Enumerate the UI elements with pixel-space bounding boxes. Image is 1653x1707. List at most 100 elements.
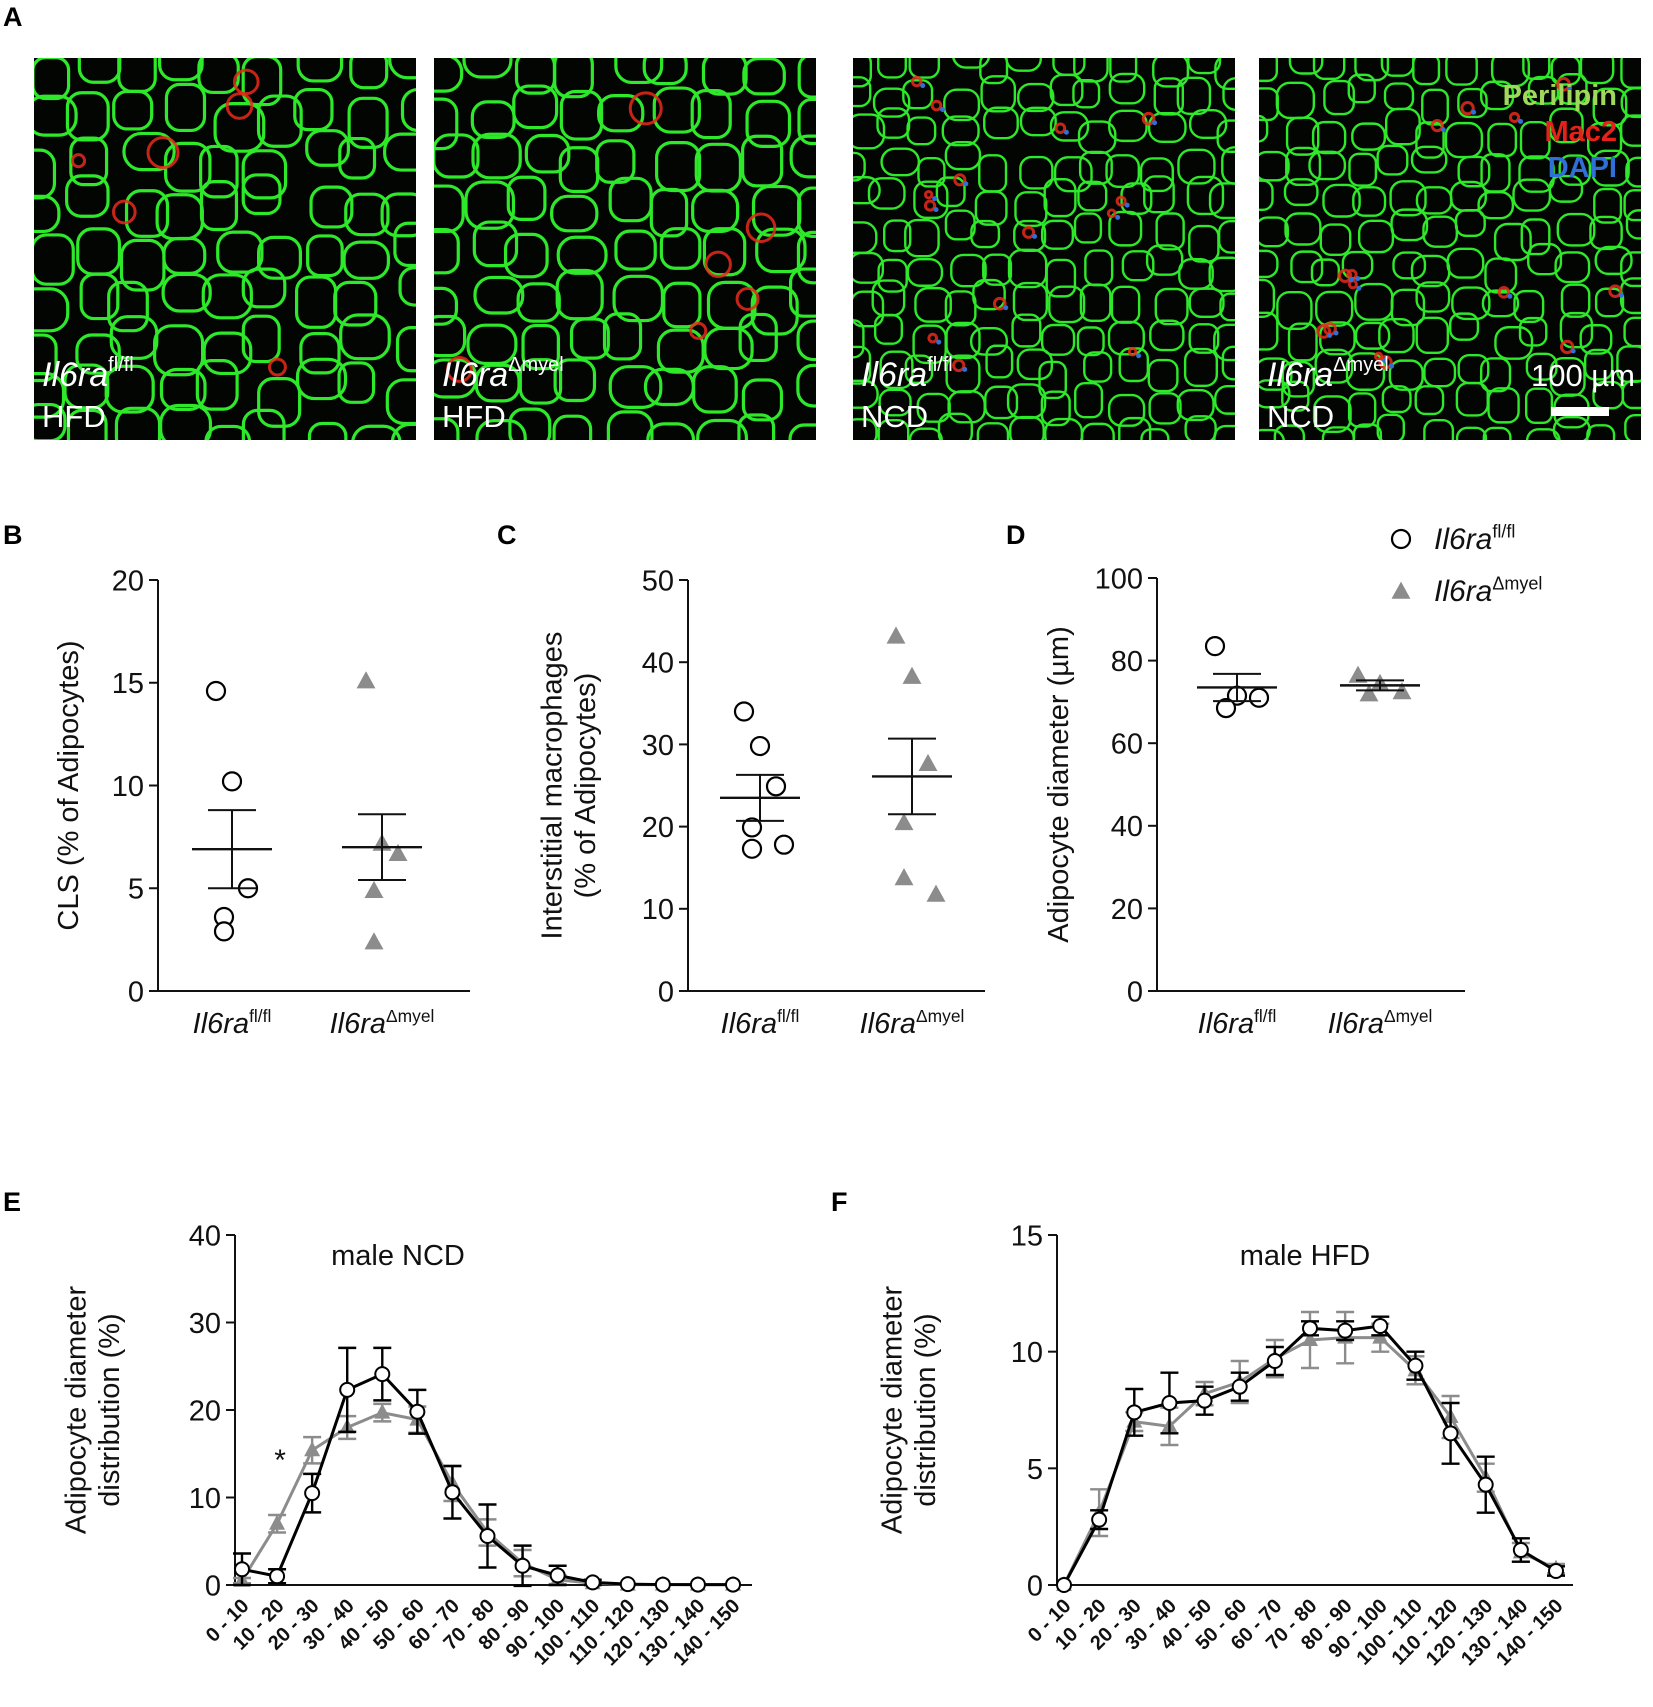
y-tick-label: 10 [1011,1337,1043,1369]
data-point [356,671,376,689]
chart-distribution-hfd: 0 5 10 15 Adipocyte diameter distribution (%)… [876,1220,1573,1670]
data-point [269,1514,286,1530]
chart-cls: 0 5 10 15 20 CLS (% of Adipocytes) Il6rafl/fl I… [53,565,470,1040]
y-tick-label: 30 [189,1308,221,1340]
y-tick-label: 20 [1111,894,1143,926]
y-tick-label: 20 [189,1395,221,1427]
stain-legend: Perilipin Mac2 DAPI [1503,78,1617,186]
y-tick-label: 5 [1027,1454,1043,1486]
data-point [725,1576,741,1593]
adipocyte-image [34,58,416,440]
y-tick-label: 5 [128,874,144,906]
y-tick-label: 20 [642,812,674,844]
data-point [1477,1476,1494,1493]
x-category-label: Il6rafl/fl [193,1006,272,1040]
data-point [741,838,763,859]
data-point [1056,1577,1072,1593]
y-tick-label: 40 [189,1220,221,1252]
y-tick-label: 15 [112,668,144,700]
micrograph-diet-label: HFD [442,399,506,434]
y-tick-label: 10 [189,1483,221,1515]
data-point [1407,1357,1424,1374]
micrograph-genotype-label: Il6raΔmyel [442,354,564,394]
chart-interstitial-macrophages: 0 10 20 30 40 50 Interstitial macrophages (% of… [536,565,985,1040]
y-axis-label: Adipocyte diameter [60,1286,92,1535]
x-category-label: Il6raΔmyel [330,1006,435,1040]
data-point [213,921,235,942]
y-tick-label: 40 [1111,811,1143,843]
adipocyte-image [434,58,816,440]
y-axis-label: Adipocyte diameter (µm) [1043,626,1075,942]
data-point [741,817,763,838]
y-tick-label: 0 [128,976,144,1008]
y-tick-label: 0 [1127,976,1143,1008]
y-tick-label: 80 [1111,646,1143,678]
data-point [1215,697,1237,719]
data-point [773,834,795,855]
data-point [221,771,243,792]
micrograph-fl-ncd: Il6rafl/fl NCD [853,58,1235,440]
data-point [1442,1425,1459,1442]
data-point [654,1576,671,1593]
micrograph-fl-hfd: Il6rafl/fl HFD [34,58,416,440]
adipocyte-image [1259,58,1641,440]
series-line [1062,1336,1557,1586]
data-point [886,626,906,644]
data-point [1359,684,1379,702]
data-point [514,1557,531,1574]
y-tick-label: 30 [642,730,674,762]
scale-bar-label: 100 µm [1530,358,1635,393]
y-tick-label: 50 [642,565,674,597]
data-point [926,884,946,902]
data-point [689,1576,706,1593]
y-tick-label: 0 [658,976,674,1008]
data-point [234,1561,250,1578]
data-point [1231,1378,1248,1395]
panel-letter-c: C [497,520,517,550]
data-point [1126,1404,1143,1421]
y-tick-label: 10 [642,894,674,926]
data-point [1161,1395,1178,1411]
y-tick-label: 100 [1095,563,1143,595]
chart-title: male NCD [331,1240,465,1272]
data-point [364,932,384,950]
legend-label: Il6rafl/fl [1434,522,1515,556]
scale-bar [1551,407,1609,416]
data-point [444,1484,461,1501]
significance-marker: * [274,1444,286,1477]
data-point [409,1403,426,1420]
micrograph-myel-ncd: Il6raΔmyel NCD Perilipin Mac2 DAPI 100 µ… [1259,58,1641,440]
data-point [339,1381,356,1398]
y-axis-label: Interstitial macrophages [536,632,568,940]
data-point [733,701,755,722]
micrograph-genotype-label: Il6rafl/fl [42,354,134,394]
data-point [902,666,922,684]
legend-marker [1390,528,1412,550]
data-point [894,813,914,831]
chart-title: male HFD [1240,1240,1371,1272]
data-point [1548,1563,1564,1579]
data-point [1266,1353,1283,1369]
stain-legend-mac2: Mac2 [1544,116,1617,148]
chart-distribution-ncd: 0 10 20 30 40 Adipocyte diameter distribution … [60,1220,752,1670]
legend-marker [1391,581,1411,599]
panel-letter-e: E [3,1187,22,1217]
data-point [1196,1392,1213,1409]
y-axis-label: (% of Adipocytes) [570,673,602,899]
y-tick-label: 15 [1011,1220,1043,1252]
panel-letter-a: A [3,2,23,32]
y-axis-label: distribution (%) [94,1313,126,1506]
data-point [584,1574,601,1591]
data-point [894,868,914,886]
data-point [1337,1322,1354,1339]
stain-legend-dapi: DAPI [1547,152,1617,184]
data-point [1372,1318,1389,1334]
data-point [1302,1320,1318,1337]
data-point [765,776,787,797]
x-category-label: Il6rafl/fl [1198,1006,1277,1040]
micrograph-diet-label: NCD [1267,399,1335,434]
chart-adipocyte-diameter: 0 20 40 60 80 100 Adipocyte diameter (µm) Il6ra… [1043,563,1465,1040]
y-axis-label: distribution (%) [910,1313,942,1506]
genotype-legend: Il6rafl/fl Il6raΔmyel [1390,522,1542,608]
